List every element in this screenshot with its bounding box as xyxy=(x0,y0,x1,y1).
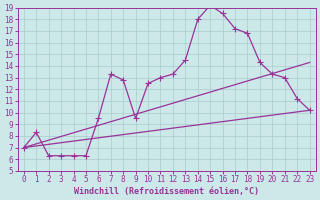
X-axis label: Windchill (Refroidissement éolien,°C): Windchill (Refroidissement éolien,°C) xyxy=(74,187,259,196)
